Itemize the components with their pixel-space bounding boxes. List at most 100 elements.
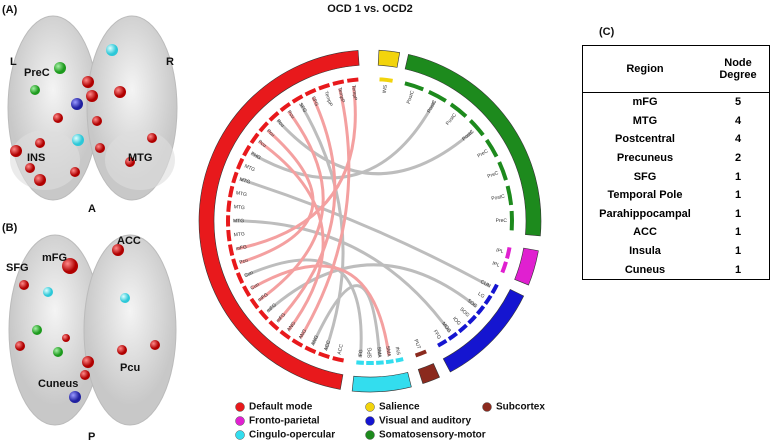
group-arc xyxy=(417,363,440,385)
node-label: FFG xyxy=(432,329,442,341)
link xyxy=(240,129,315,264)
brain-top xyxy=(7,15,178,201)
region-label: mFG xyxy=(42,252,67,264)
node-segment xyxy=(318,351,330,359)
node-label: INS xyxy=(393,346,401,356)
link xyxy=(251,264,391,356)
node-label: PUT xyxy=(412,339,421,350)
node-segment xyxy=(258,309,269,321)
orientation-label: A xyxy=(88,203,96,215)
legend: Default mode Fronto-parietal Cingulo-operc… xyxy=(235,402,545,441)
node-segment xyxy=(457,323,468,334)
node-segment xyxy=(242,144,252,157)
table-cell: 1 xyxy=(734,207,742,220)
node-segment xyxy=(332,79,345,86)
node-segment xyxy=(509,210,515,231)
region-label: Pcu xyxy=(120,362,140,374)
node-segment xyxy=(379,77,393,83)
table-cell: SFG xyxy=(633,170,657,183)
node-label: Pcu xyxy=(239,258,249,266)
circos-title: OCD 1 vs. OCD2 xyxy=(327,3,413,15)
link xyxy=(240,177,491,288)
node-label: TempP xyxy=(323,90,334,107)
node-label: SMA xyxy=(375,347,382,359)
node-label: MTG xyxy=(233,218,244,224)
link xyxy=(258,110,325,302)
link xyxy=(267,263,477,313)
link xyxy=(251,100,436,180)
node-segment xyxy=(475,305,486,316)
node-segment xyxy=(236,157,245,170)
link xyxy=(258,140,325,331)
node-label: ACC xyxy=(337,343,345,355)
node-segment xyxy=(500,261,508,274)
group-arc xyxy=(404,54,542,237)
node-segment xyxy=(447,331,458,341)
table-cell: 4 xyxy=(734,133,742,146)
node-label: IPL xyxy=(495,248,504,256)
node-label: SMA xyxy=(384,346,392,358)
node-label: Pcu xyxy=(286,109,296,120)
table-cell: 1 xyxy=(734,245,742,258)
table-header: Region xyxy=(582,45,707,93)
node-label: SPG xyxy=(367,347,373,358)
node-label: Pcu xyxy=(257,139,268,149)
table-cell: 5 xyxy=(734,96,742,109)
node-segment xyxy=(318,82,331,91)
legend-marker xyxy=(365,430,375,440)
table-cell: 1 xyxy=(734,189,742,202)
node-segment xyxy=(249,132,260,145)
node-label: Pcu xyxy=(265,128,276,138)
node-segment xyxy=(228,185,235,198)
node-segment xyxy=(279,102,291,112)
legend-marker xyxy=(235,402,245,412)
table-row: SFG 1 xyxy=(583,167,770,186)
node-label: PostC xyxy=(461,129,475,143)
table-cell: 1 xyxy=(734,170,742,183)
node-segment xyxy=(332,356,344,363)
link xyxy=(233,219,451,333)
table-cell: Cuneus xyxy=(624,263,666,276)
node-segment xyxy=(467,314,477,325)
node-segment xyxy=(376,360,384,365)
table-cell: 2 xyxy=(734,152,742,165)
node-label: PostC xyxy=(426,99,438,114)
node-label: PHG xyxy=(249,151,261,162)
node-segment xyxy=(249,297,260,310)
link xyxy=(311,284,381,357)
node-segment xyxy=(483,294,493,305)
node-segment xyxy=(468,119,485,137)
legend-label: Visual and auditory xyxy=(379,416,471,427)
node-label: TempP xyxy=(336,87,345,104)
table-row: Insula 1 xyxy=(583,242,770,261)
table-cell: 4 xyxy=(734,114,742,127)
legend-label: Somatosensory-motor xyxy=(379,430,486,441)
node-segment xyxy=(228,244,235,257)
node-label: TempP xyxy=(350,85,358,102)
table-cell: mFG xyxy=(632,96,658,109)
node-segment xyxy=(258,121,269,133)
circos-plot: ACCACCANGANGANGmFGmFGmFGCunCunPcumFGMTGM… xyxy=(198,49,542,393)
legend-label: Default mode xyxy=(249,402,313,413)
node-label: PreC xyxy=(487,170,500,180)
table-row: Cuneus 1 xyxy=(583,260,770,279)
node-label: ACC xyxy=(323,339,332,351)
node-segment xyxy=(404,81,424,92)
node-label: ANG xyxy=(310,334,320,346)
legend-marker xyxy=(482,402,492,412)
node-segment xyxy=(346,77,359,83)
table-row: MTG 4 xyxy=(583,112,770,131)
node-label: IOG xyxy=(451,316,462,327)
table-cell: 1 xyxy=(734,263,742,276)
node-segment xyxy=(385,359,394,365)
orientation-label: P xyxy=(88,431,95,443)
table-cell: MTG xyxy=(632,114,658,127)
table-cell: Temporal Pole xyxy=(607,189,683,202)
node-segment xyxy=(428,89,447,103)
node-segment xyxy=(304,87,317,97)
table-row: Temporal Pole 1 xyxy=(583,186,770,205)
legend-label: Cingulo-opercular xyxy=(249,430,335,441)
region-label: ACC xyxy=(117,235,141,247)
node-segment xyxy=(437,339,448,348)
